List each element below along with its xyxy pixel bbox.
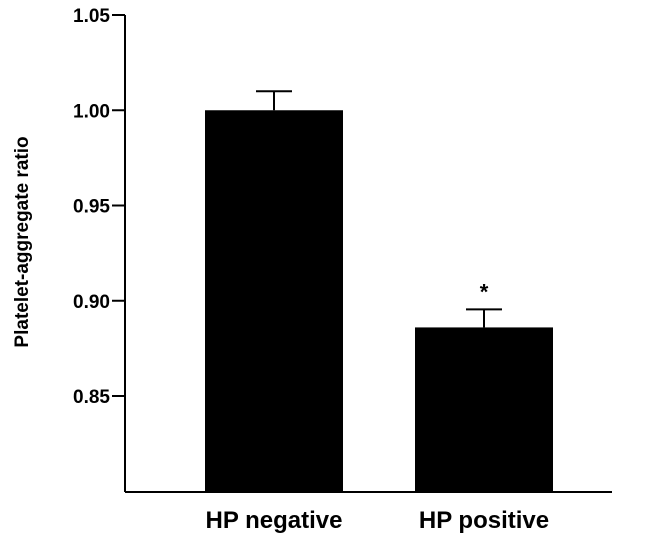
category-label: HP positive <box>419 507 549 533</box>
error-bars: * <box>256 90 502 328</box>
bars <box>205 110 553 492</box>
y-tick-label: 1.00 <box>73 101 110 122</box>
y-tick-label: 0.85 <box>73 387 110 408</box>
category-label: HP negative <box>206 507 343 533</box>
y-tick-label: 0.95 <box>73 197 110 218</box>
y-axis: 0.85 0.90 0.95 1.00 1.05 <box>73 6 126 492</box>
y-tick-label: 0.90 <box>73 292 110 313</box>
bar-1 <box>205 110 343 492</box>
y-tick-label: 1.05 <box>73 6 110 27</box>
significance-marker: * <box>480 279 489 304</box>
bar-2 <box>415 327 553 492</box>
category-labels: HP negative HP positive <box>206 507 550 534</box>
y-axis-label: Platelet-aggregate ratio <box>12 136 33 347</box>
